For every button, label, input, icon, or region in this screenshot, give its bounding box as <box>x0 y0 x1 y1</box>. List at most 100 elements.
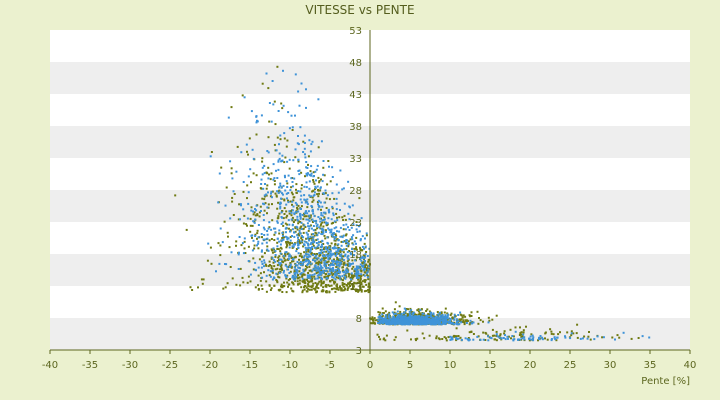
data-point <box>326 194 329 197</box>
data-point <box>272 178 275 181</box>
data-point <box>544 337 546 340</box>
data-point <box>274 123 277 126</box>
data-point <box>340 240 343 243</box>
data-point <box>401 322 404 325</box>
data-point <box>312 287 315 290</box>
data-point <box>336 253 339 255</box>
data-point <box>231 277 234 280</box>
data-point <box>387 314 390 317</box>
data-point <box>352 276 355 279</box>
data-point <box>399 320 401 323</box>
data-point <box>424 319 427 322</box>
data-point <box>495 330 498 333</box>
data-point <box>315 242 318 244</box>
data-point <box>340 260 343 263</box>
data-point <box>409 321 412 324</box>
data-point <box>261 249 263 252</box>
data-point <box>276 136 279 139</box>
data-point <box>537 338 540 340</box>
data-point <box>254 261 257 264</box>
data-point <box>394 301 397 304</box>
data-point <box>301 235 303 237</box>
data-point <box>333 220 336 223</box>
data-point <box>355 277 358 279</box>
data-point <box>459 313 462 316</box>
data-point <box>291 223 294 226</box>
data-point <box>323 234 326 237</box>
data-point <box>397 321 400 324</box>
data-point <box>332 233 335 235</box>
data-point <box>287 192 290 194</box>
data-point <box>271 203 273 206</box>
data-point <box>312 229 315 232</box>
data-point <box>392 312 395 315</box>
data-point <box>260 250 263 253</box>
data-point <box>226 231 229 234</box>
data-point <box>254 208 256 210</box>
data-point <box>291 129 294 131</box>
data-point <box>349 276 352 279</box>
data-point <box>393 308 396 311</box>
data-point <box>290 214 293 217</box>
data-point <box>360 217 363 220</box>
data-point <box>384 321 387 324</box>
data-point <box>320 217 322 220</box>
data-point <box>339 263 342 266</box>
data-point <box>351 248 353 251</box>
data-point <box>311 242 314 245</box>
data-point <box>420 321 423 324</box>
data-point <box>266 230 269 232</box>
data-point <box>330 218 333 221</box>
data-point <box>310 143 313 146</box>
data-point <box>294 268 297 271</box>
data-point <box>268 120 271 123</box>
data-point <box>333 239 336 242</box>
data-point <box>286 160 289 163</box>
data-point <box>340 289 343 292</box>
data-point <box>239 267 242 270</box>
data-point <box>469 319 472 322</box>
data-point <box>309 255 312 258</box>
data-point <box>261 255 264 258</box>
data-point <box>240 151 243 154</box>
data-point <box>278 229 281 232</box>
data-point <box>322 231 325 234</box>
data-point <box>616 334 619 337</box>
data-point <box>282 193 284 196</box>
data-point <box>284 189 287 192</box>
data-point <box>367 282 370 285</box>
data-point <box>330 271 333 274</box>
data-point <box>421 323 424 325</box>
data-point <box>391 321 394 324</box>
data-point <box>406 316 409 319</box>
data-point <box>350 288 353 291</box>
data-point <box>317 262 320 265</box>
data-point <box>279 205 282 208</box>
data-point <box>265 280 268 283</box>
data-point <box>287 219 290 222</box>
data-point <box>303 185 306 188</box>
data-point <box>317 146 320 149</box>
data-point <box>478 317 480 319</box>
data-point <box>257 247 260 250</box>
data-point <box>338 275 341 278</box>
data-point <box>359 266 361 269</box>
data-point <box>298 270 301 273</box>
data-point <box>278 258 280 261</box>
data-point <box>359 249 362 252</box>
data-point <box>306 167 309 169</box>
data-point <box>308 288 311 291</box>
data-point <box>249 230 252 233</box>
data-point <box>499 334 502 337</box>
data-point <box>324 285 327 288</box>
data-point <box>413 316 416 319</box>
data-point <box>383 337 386 340</box>
data-point <box>398 305 401 308</box>
data-point <box>347 257 350 260</box>
data-point <box>308 239 310 242</box>
data-point <box>289 265 292 268</box>
data-point <box>262 187 265 190</box>
data-point <box>430 319 433 322</box>
data-point <box>325 246 327 249</box>
data-point <box>281 260 284 263</box>
